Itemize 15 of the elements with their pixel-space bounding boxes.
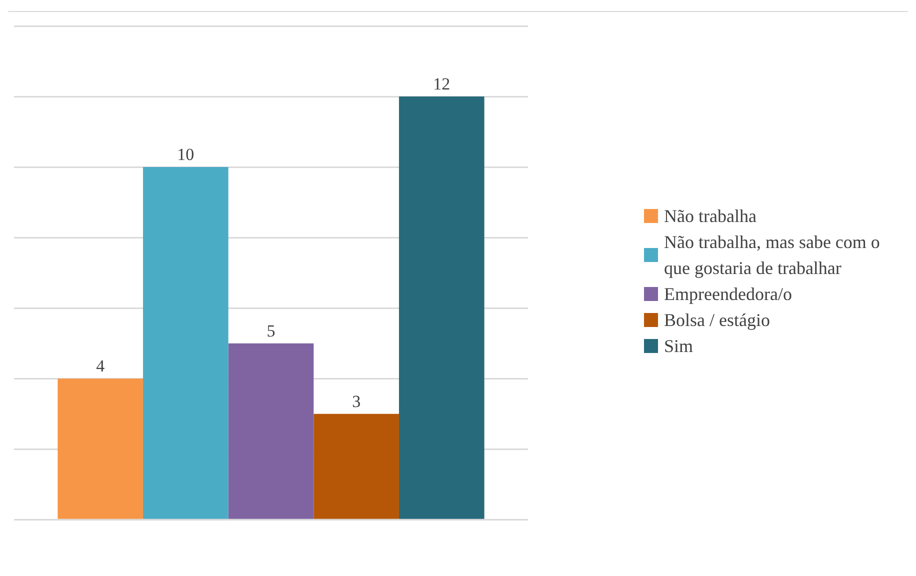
data-label: 3 xyxy=(352,392,361,411)
data-label: 4 xyxy=(96,356,106,376)
legend-label: Bolsa / estágio xyxy=(664,309,770,332)
data-label: 12 xyxy=(433,74,450,94)
bar xyxy=(58,378,144,519)
legend-label: Não trabalha xyxy=(664,205,756,228)
bar xyxy=(398,96,484,519)
legend-label: Empreendedora/o xyxy=(664,283,792,306)
data-label: 10 xyxy=(177,144,194,164)
bar xyxy=(228,343,314,519)
data-label: 5 xyxy=(266,321,276,340)
legend-label: Sim xyxy=(664,335,694,358)
legend-label: Não trabalha, mas sabe com o que gostaria de trabalhar xyxy=(664,231,881,280)
bar xyxy=(314,414,399,519)
bar xyxy=(143,167,228,519)
